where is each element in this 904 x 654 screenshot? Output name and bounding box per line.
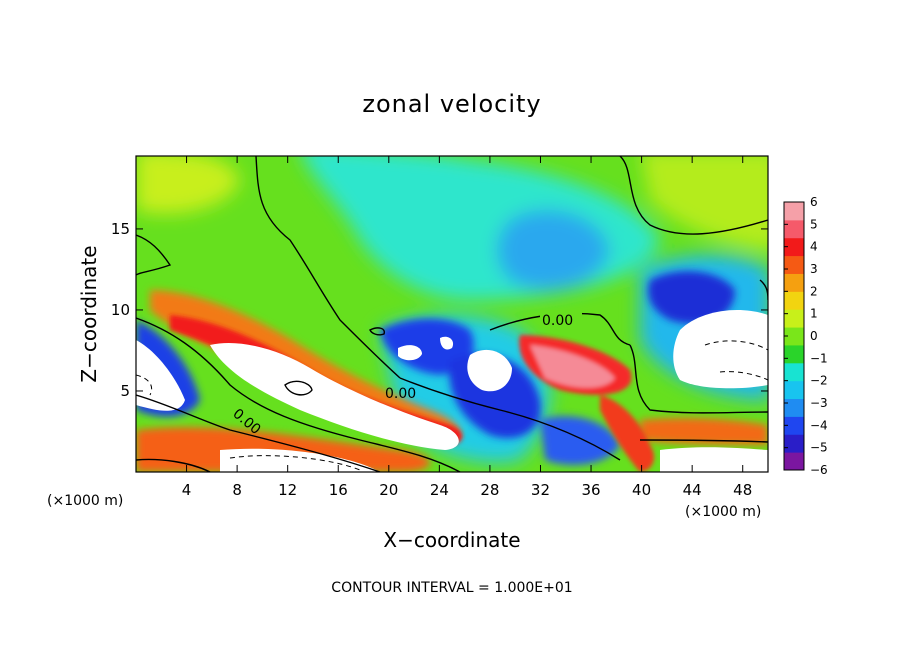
colorbar-tick-label: −5: [810, 441, 828, 455]
colorbar-tick-label: 2: [810, 284, 818, 298]
colorbar-swatch: [784, 273, 804, 292]
chart-title: zonal velocity: [362, 90, 541, 118]
contour-label-1: 0.00: [542, 313, 573, 329]
heatmap-field: 0.00 0.00 0.00: [136, 156, 768, 472]
contour-small-island: [369, 327, 385, 336]
x-axis-label: X−coordinate: [383, 528, 520, 552]
contour-band-2: [136, 394, 381, 472]
field-white-mid-blob: [467, 349, 512, 392]
colorbar-swatch: [784, 362, 804, 382]
x-tick-label: 28: [480, 481, 499, 499]
field-pink-right: [530, 345, 615, 388]
x-unit-label-left: (×1000 m): [47, 493, 123, 509]
contour-band-1: [136, 317, 461, 472]
x-tick-label: 20: [379, 481, 398, 499]
field-yellow-topleft: [136, 156, 240, 214]
field-white-left-edge: [136, 340, 185, 411]
y-tick-label: 10: [111, 301, 130, 319]
x-tick-label: 16: [329, 481, 348, 499]
colorbar-tick-label: −3: [810, 396, 828, 410]
x-tick-label: 40: [632, 481, 651, 499]
colorbar-tick-label: 4: [810, 240, 818, 254]
contour-dashed-right-2: [719, 371, 768, 381]
x-axis: 4 8 12 16 20 24 28 32 36 40 44 48: [182, 156, 752, 499]
y-axis-label: Z−coordinate: [77, 245, 101, 382]
colorbar-tick-label: 0: [810, 329, 818, 343]
field-light-blue-upper: [496, 210, 610, 290]
colorbar-tick-label: 5: [810, 217, 818, 231]
colorbar-tick-label: −4: [810, 418, 828, 432]
x-tick-label: 24: [430, 481, 449, 499]
x-tick-label: 12: [278, 481, 297, 499]
colorbar-tick-label: −2: [810, 374, 828, 388]
contour-zero-topright: [619, 156, 768, 235]
field-white-small-1: [398, 345, 422, 361]
contour-bottom-right: [639, 439, 768, 443]
contour-left-bottom: [136, 458, 211, 472]
colorbar-swatch: [784, 327, 804, 346]
colorbar-tick-label: 6: [810, 195, 818, 209]
contour-right-lower: [629, 344, 768, 414]
field-yellow-topright: [641, 156, 768, 250]
contour-zero-left: [136, 234, 172, 276]
x-tick-label: 32: [531, 481, 550, 499]
colorbar-swatch: [784, 380, 804, 400]
x-tick-label: 48: [733, 481, 752, 499]
field-blue-bottom: [540, 416, 620, 465]
colorbar-swatch: [784, 416, 804, 435]
x-tick-label: 4: [182, 481, 192, 499]
colorbar-swatch: [784, 309, 804, 328]
plot-frame: [135, 155, 769, 473]
field-orange-right: [640, 417, 768, 445]
y-tick-label: 15: [111, 220, 130, 238]
colorbar-swatch: [784, 452, 804, 471]
colorbar-swatch: [784, 344, 804, 364]
y-axis: 5 10 15: [111, 220, 768, 400]
contour-zero-upper: [255, 156, 401, 379]
field-white-bottom: [220, 448, 380, 472]
field-white-small-2: [440, 336, 454, 350]
colorbar-swatch: [784, 219, 804, 239]
x-tick-label: 8: [232, 481, 242, 499]
colorbar-swatch: [784, 291, 804, 310]
colorbar-swatch: [784, 434, 804, 453]
colorbar-swatch: [784, 237, 804, 257]
contour-zero-right: [489, 312, 631, 346]
colorbar-swatch: [784, 202, 804, 221]
contour-dashed-left: [136, 374, 153, 396]
colorbar: 6 5 4 3 2 1 0 −1 −2 −3 −4 −5 −6: [783, 195, 828, 477]
field-white-left-band: [210, 342, 459, 450]
field-white-right: [673, 310, 768, 389]
colorbar-tick-label: −6: [810, 463, 828, 477]
colorbar-tick-label: 1: [810, 307, 818, 321]
x-tick-label: 36: [581, 481, 600, 499]
field-orange-lower: [136, 427, 430, 472]
field-red-diag: [600, 395, 655, 472]
contour-interval-note: CONTOUR INTERVAL = 1.000E+01: [331, 580, 572, 596]
y-tick-label: 5: [120, 382, 130, 400]
contour-label-2: 0.00: [385, 386, 416, 402]
field-white-bottom-right: [660, 447, 768, 472]
colorbar-swatch: [784, 255, 804, 274]
colorbar-swatch: [784, 398, 804, 417]
contour-small-ellipse: [284, 380, 313, 396]
colorbar-tick-label: −1: [810, 351, 828, 365]
x-tick-label: 44: [683, 481, 702, 499]
contour-dashed-bottom: [229, 455, 361, 471]
colorbar-tick-label: 3: [810, 262, 818, 276]
x-unit-label-right: (×1000 m): [685, 504, 761, 520]
contour-band-3: [399, 377, 621, 461]
field-blue-right: [648, 271, 735, 324]
